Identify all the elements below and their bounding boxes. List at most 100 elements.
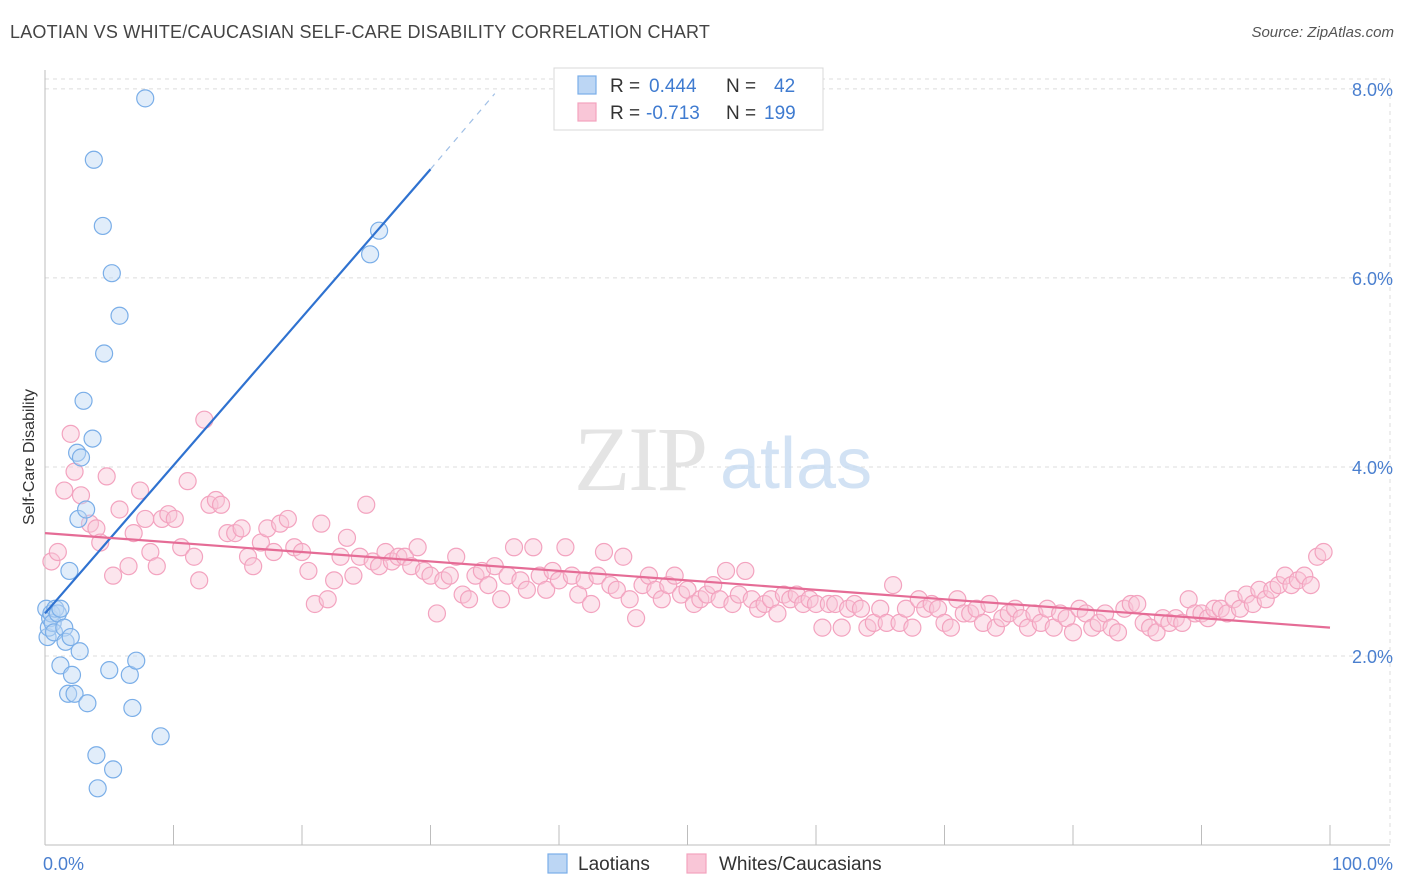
legend-swatch-pink xyxy=(577,102,597,122)
legend-n-value-1: 42 xyxy=(774,76,795,97)
laotians-point-39 xyxy=(151,727,170,746)
legend-n-label-1: N = xyxy=(726,76,756,97)
laotians-point-22 xyxy=(74,391,93,410)
legend-r-value-1: 0.444 xyxy=(649,76,697,97)
laotians-point-19 xyxy=(69,509,88,529)
laotians-point-26 xyxy=(84,150,103,169)
whites-point-97 xyxy=(659,575,678,595)
whites-point-189 xyxy=(1250,580,1269,599)
laotians-point-30 xyxy=(100,661,119,680)
whites-point-61 xyxy=(427,604,447,623)
whites-point-38 xyxy=(278,509,297,529)
laotians-point-20 xyxy=(71,448,91,467)
laotians-point-15 xyxy=(60,561,79,581)
whites-point-50 xyxy=(357,495,376,514)
laotians-point-21 xyxy=(70,642,89,661)
whites-point-75 xyxy=(517,580,536,599)
whites-point-44 xyxy=(318,590,337,609)
laotians-point-25 xyxy=(83,429,102,448)
whites-point-86 xyxy=(588,566,607,585)
series-whites-points xyxy=(42,410,1333,642)
whites-point-177 xyxy=(1173,613,1192,632)
whites-point-66 xyxy=(459,590,479,609)
legend-swatch-blue xyxy=(577,75,597,95)
whites-point-122 xyxy=(819,594,838,614)
laotians-point-9 xyxy=(51,599,70,618)
whites-point-11 xyxy=(110,500,129,519)
whites-point-0 xyxy=(42,552,61,571)
whites-point-58 xyxy=(408,538,427,557)
whites-point-124 xyxy=(832,618,851,637)
whites-point-167 xyxy=(1108,623,1128,642)
legend-r-label-2: R = xyxy=(610,103,640,124)
whites-point-98 xyxy=(665,566,684,585)
laotians-point-29 xyxy=(93,216,112,236)
whites-point-24 xyxy=(190,571,209,590)
whites-point-2 xyxy=(55,481,74,500)
whites-point-9 xyxy=(97,467,116,486)
laotians-trend-line xyxy=(44,168,432,615)
whites-point-55 xyxy=(389,547,408,566)
whites-point-107 xyxy=(723,594,742,614)
whites-point-22 xyxy=(178,472,197,491)
whites-point-47 xyxy=(337,528,357,547)
whites-point-109 xyxy=(736,561,755,581)
legend-whites-swatch xyxy=(686,853,707,874)
y-tick-label-0: 2.0% xyxy=(1352,647,1393,667)
whites-point-148 xyxy=(986,618,1006,637)
watermark-zip: ZIP xyxy=(574,408,706,510)
whites-point-91 xyxy=(620,590,639,609)
whites-point-127 xyxy=(851,599,871,618)
whites-point-114 xyxy=(768,604,787,623)
y-tick-label-1: 4.0% xyxy=(1352,458,1393,478)
whites-point-13 xyxy=(124,524,143,543)
whites-point-31 xyxy=(232,519,251,538)
whites-point-12 xyxy=(119,557,138,576)
series-laotians-points xyxy=(37,89,389,798)
whites-point-33 xyxy=(244,557,263,576)
whites-point-23 xyxy=(184,547,204,566)
whites-point-78 xyxy=(537,580,556,599)
trend-lines xyxy=(44,93,1331,629)
whites-point-132 xyxy=(883,575,903,595)
y-tick-label-2: 6.0% xyxy=(1352,269,1393,289)
laotians-point-40 xyxy=(361,245,380,264)
laotians-point-10 xyxy=(55,618,74,637)
y-axis-label: Self-Care Disability xyxy=(21,389,38,525)
whites-point-131 xyxy=(877,613,896,632)
legend-laotians-label: Laotians xyxy=(578,854,650,875)
whites-point-64 xyxy=(447,547,466,566)
laotians-point-38 xyxy=(136,89,155,108)
x-tick-label-min: 0.0% xyxy=(43,854,84,874)
whites-point-5 xyxy=(71,486,91,505)
whites-point-85 xyxy=(582,594,601,614)
whites-point-36 xyxy=(264,542,283,562)
whites-point-196 xyxy=(1295,566,1314,585)
whites-point-134 xyxy=(896,599,916,618)
whites-point-43 xyxy=(312,514,331,533)
whites-point-76 xyxy=(524,538,543,557)
whites-point-192 xyxy=(1269,575,1288,595)
whites-point-73 xyxy=(504,538,524,557)
whites-point-92 xyxy=(626,609,646,628)
whites-point-3 xyxy=(61,424,80,443)
whites-point-63 xyxy=(440,566,459,585)
whites-point-29 xyxy=(218,524,237,543)
x-tick-label-max: 100.0% xyxy=(1332,854,1393,874)
whites-point-15 xyxy=(136,509,155,529)
whites-point-197 xyxy=(1301,575,1320,595)
whites-point-106 xyxy=(716,561,736,581)
whites-point-199 xyxy=(1314,542,1333,562)
series-legend: Laotians Whites/Caucasians xyxy=(547,853,882,875)
whites-point-121 xyxy=(813,618,832,637)
whites-point-25 xyxy=(195,410,214,429)
whites-point-20 xyxy=(165,509,184,529)
legend-r-label-1: R = xyxy=(610,76,640,97)
whites-point-69 xyxy=(479,575,498,595)
whites-point-48 xyxy=(344,566,363,585)
whites-point-10 xyxy=(104,566,123,585)
watermark: ZIP atlas xyxy=(574,408,872,510)
legend-n-value-2: 199 xyxy=(764,103,796,124)
laotians-point-37 xyxy=(127,651,146,670)
